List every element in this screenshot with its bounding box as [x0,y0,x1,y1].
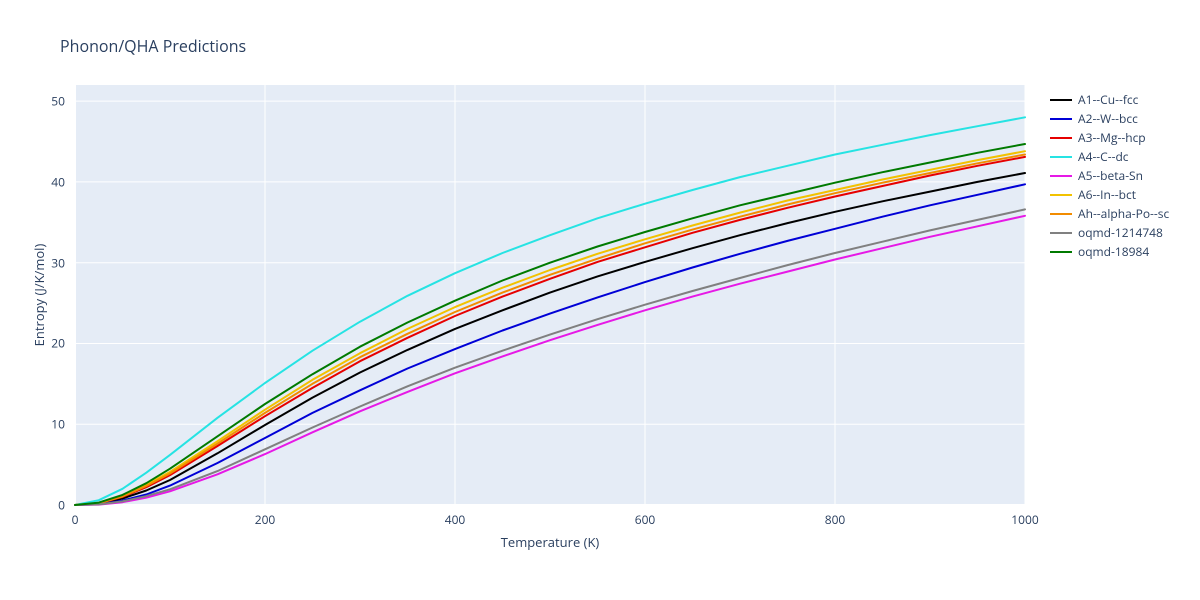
series-line[interactable] [75,184,1025,505]
legend-swatch [1050,99,1072,101]
x-tick-label: 800 [825,511,846,528]
x-tick-label: 1000 [1011,511,1038,528]
legend-item[interactable]: A5--beta-Sn [1050,166,1169,185]
legend-label: A6--In--bct [1078,186,1136,203]
legend-label: A3--Mg--hcp [1078,129,1146,146]
series-line[interactable] [75,173,1025,505]
legend[interactable]: A1--Cu--fcc A2--W--bcc A3--Mg--hcp A4--C--d… [1050,90,1169,261]
legend-item[interactable]: A1--Cu--fcc [1050,90,1169,109]
y-tick-label: 0 [58,497,65,514]
legend-swatch [1050,137,1072,139]
y-tick-label: 10 [51,416,65,433]
legend-item[interactable]: A4--C--dc [1050,147,1169,166]
y-tick-label: 50 [51,93,65,110]
legend-swatch [1050,251,1072,253]
legend-item[interactable]: oqmd-18984 [1050,242,1169,261]
legend-swatch [1050,232,1072,234]
legend-label: oqmd-1214748 [1078,224,1163,241]
legend-swatch [1050,194,1072,196]
legend-label: Ah--alpha-Po--sc [1078,205,1169,222]
plot-svg [75,85,1025,505]
legend-label: A4--C--dc [1078,148,1129,165]
y-tick-label: 40 [51,173,65,190]
plot-area[interactable] [75,85,1025,505]
x-tick-label: 0 [72,511,79,528]
chart-title: Phonon/QHA Predictions [60,35,246,57]
y-tick-label: 30 [51,254,65,271]
x-tick-label: 200 [255,511,276,528]
series-line[interactable] [75,151,1025,505]
series-line[interactable] [75,144,1025,505]
legend-swatch [1050,213,1072,215]
series-line[interactable] [75,216,1025,505]
x-axis-label: Temperature (K) [490,533,610,551]
x-tick-label: 600 [635,511,656,528]
legend-swatch [1050,118,1072,120]
y-axis-label: Entropy (J/K/mol) [30,235,48,355]
x-tick-label: 400 [445,511,466,528]
series-line[interactable] [75,209,1025,505]
y-tick-label: 20 [51,335,65,352]
legend-label: oqmd-18984 [1078,243,1149,260]
legend-item[interactable]: A2--W--bcc [1050,109,1169,128]
legend-item[interactable]: A6--In--bct [1050,185,1169,204]
legend-swatch [1050,175,1072,177]
legend-item[interactable]: A3--Mg--hcp [1050,128,1169,147]
legend-swatch [1050,156,1072,158]
chart-container: Phonon/QHA Predictions 02004006008001000… [0,0,1200,600]
legend-item[interactable]: oqmd-1214748 [1050,223,1169,242]
legend-label: A1--Cu--fcc [1078,91,1138,108]
legend-label: A2--W--bcc [1078,110,1138,127]
legend-label: A5--beta-Sn [1078,167,1143,184]
legend-item[interactable]: Ah--alpha-Po--sc [1050,204,1169,223]
